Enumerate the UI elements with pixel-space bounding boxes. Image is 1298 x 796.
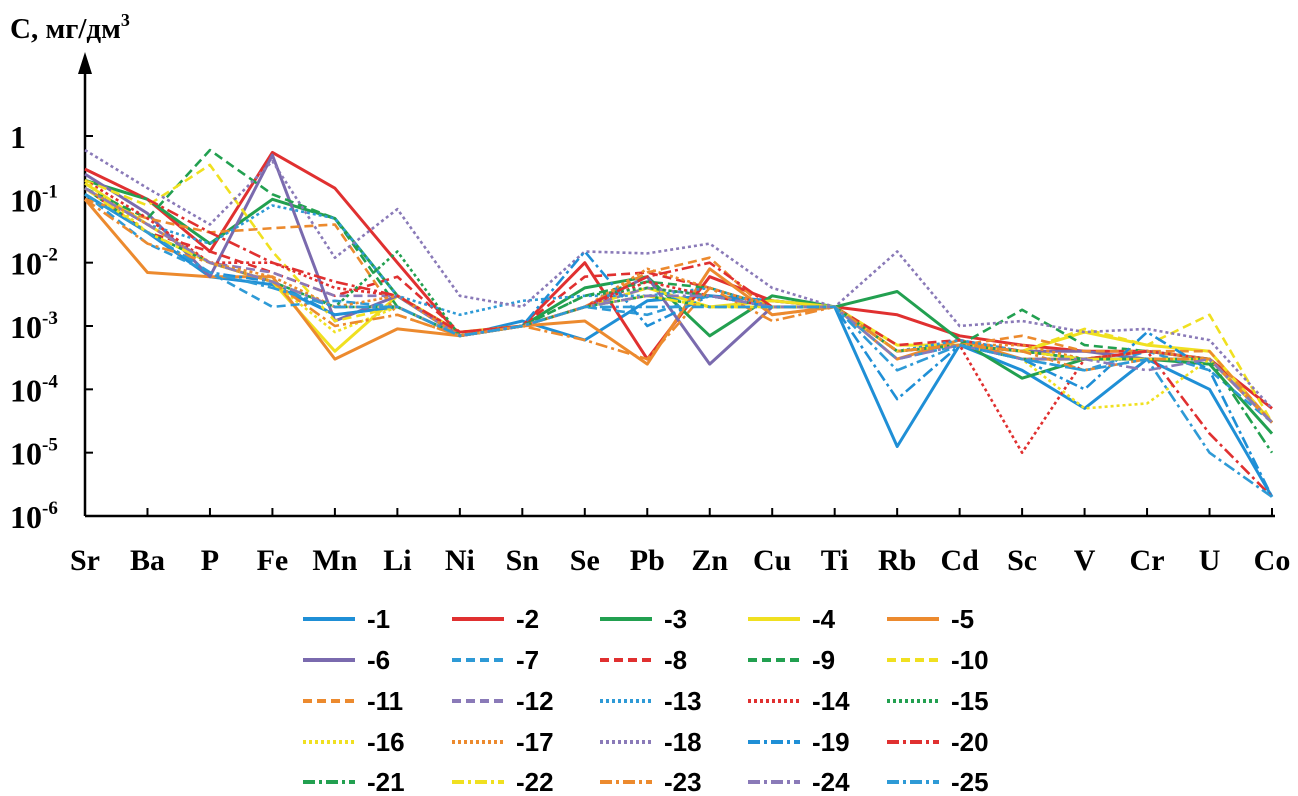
legend: -1 -2 -3 -4 -5 -6 -7 -8 -9 -10 -11 -12 -13 -14 -15 -16 -…	[303, 604, 989, 796]
x-tick-label-cr: Cr	[1130, 544, 1165, 577]
y-tick-exponent: -1	[42, 181, 58, 202]
x-tick-label-zn: Zn	[691, 544, 728, 577]
x-tick-label-co: Co	[1254, 544, 1291, 577]
x-tick-label-ni: Ni	[445, 544, 475, 577]
y-tick-exponent: -4	[42, 371, 58, 392]
legend-label: -25	[951, 767, 989, 796]
series-line-19	[84, 193, 1274, 498]
series-line-7	[84, 193, 1273, 424]
legend-label: -22	[516, 767, 554, 796]
axes	[78, 52, 1275, 518]
x-tick-label-cu: Cu	[753, 544, 791, 577]
legend-label: -17	[516, 727, 554, 757]
series-line-22	[84, 187, 1273, 424]
legend-label: -14	[812, 686, 850, 716]
y-tick-base: 10	[10, 182, 42, 218]
legend-label: -7	[516, 645, 539, 675]
series-line-15	[84, 187, 1273, 424]
series-line-10	[84, 163, 1274, 424]
x-tick-label-cd: Cd	[940, 544, 979, 577]
legend-label: -10	[951, 645, 989, 675]
x-tick-label-ti: Ti	[821, 544, 849, 577]
x-tick-label-fe: Fe	[257, 544, 289, 577]
series-line-23	[84, 198, 1273, 424]
series-line-11	[84, 198, 1273, 424]
legend-label: -6	[367, 645, 390, 675]
x-tick-label-mn: Mn	[312, 544, 357, 577]
y-axis-label: C, мг/дм3	[10, 10, 130, 45]
legend-label: -5	[951, 604, 974, 634]
y-tick-base: 10	[10, 246, 42, 282]
legend-label: -15	[951, 686, 989, 716]
legend-label: -1	[367, 604, 390, 634]
legend-label: -13	[664, 686, 702, 716]
y-ticks: 110-110-210-310-410-510-6	[10, 119, 93, 535]
legend-label: -20	[951, 727, 989, 757]
y-axis-label-text: C, мг/дм	[10, 13, 121, 45]
y-tick-exponent: -3	[42, 308, 58, 329]
legend-label: -19	[812, 727, 850, 757]
y-tick-label: 10-5	[10, 435, 58, 472]
x-tick-label-p: P	[201, 544, 219, 577]
series-line-24	[84, 187, 1273, 424]
series-line-6	[84, 153, 1274, 424]
x-tick-label-sn: Sn	[506, 544, 540, 577]
y-tick-exponent: -6	[42, 498, 58, 519]
y-tick-label: 1	[10, 119, 26, 155]
y-tick-label: 10-3	[10, 308, 58, 345]
x-tick-label-se: Se	[570, 544, 600, 577]
y-tick-label: 10-1	[10, 181, 58, 218]
series-line-18	[84, 148, 1273, 410]
x-tick-label-sc: Sc	[1007, 544, 1037, 577]
y-tick-label: 10-2	[10, 245, 58, 282]
series-line-14	[84, 179, 1273, 455]
y-tick-base: 10	[10, 436, 42, 472]
svg-text:C, мг/дм3: C, мг/дм3	[10, 10, 130, 45]
y-axis-label-superscript: 3	[121, 10, 130, 30]
series-line-12	[84, 187, 1273, 424]
legend-label: -18	[664, 727, 702, 757]
legend-label: -16	[367, 727, 405, 757]
series-line-17	[84, 187, 1273, 424]
series-line-5	[83, 198, 1274, 424]
x-tick-label-li: Li	[383, 544, 411, 577]
legend-label: -11	[367, 686, 403, 716]
x-tick-label-pb: Pb	[630, 544, 665, 577]
y-tick-label: 10-4	[10, 371, 58, 408]
legend-label: -4	[812, 604, 836, 634]
x-tick-label-u: U	[1199, 544, 1221, 577]
legend-label: -9	[812, 645, 835, 675]
legend-label: -23	[664, 767, 702, 796]
series-line-9	[84, 148, 1273, 424]
legend-label: -12	[516, 686, 554, 716]
y-tick-exponent: -2	[42, 245, 58, 266]
y-tick-base: 10	[10, 309, 42, 345]
legend-label: -24	[812, 767, 850, 796]
series-lines	[83, 148, 1274, 498]
y-axis-arrow	[78, 52, 92, 74]
series-line-25	[84, 193, 1273, 498]
x-tick-label-ba: Ba	[130, 544, 165, 577]
x-tick-label-rb: Rb	[878, 544, 916, 577]
y-tick-base: 10	[10, 499, 42, 535]
legend-label: -3	[664, 604, 687, 634]
y-tick-base: 1	[10, 119, 26, 155]
x-tick-label-sr: Sr	[70, 544, 100, 577]
y-tick-exponent: -5	[42, 435, 58, 456]
x-ticks: Sr Ba P Fe Mn Li Ni Sn Se Pb Zn Cu Ti Rb Cd Sc V Cr U Co	[70, 508, 1290, 577]
y-tick-base: 10	[10, 372, 42, 408]
y-tick-label: 10-6	[10, 498, 58, 535]
x-tick-label-v: V	[1074, 544, 1096, 577]
series-line-4	[84, 181, 1274, 424]
legend-label: -8	[664, 645, 687, 675]
legend-label: -2	[516, 604, 539, 634]
legend-label: -21	[367, 767, 405, 796]
